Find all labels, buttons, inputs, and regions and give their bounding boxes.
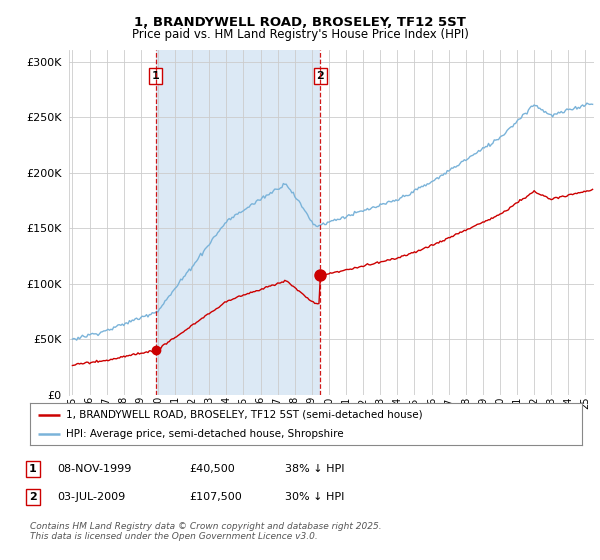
Text: 2: 2 — [317, 71, 324, 81]
Bar — [155, 50, 320, 395]
Text: 38% ↓ HPI: 38% ↓ HPI — [285, 464, 344, 474]
Text: £107,500: £107,500 — [189, 492, 242, 502]
Text: 1: 1 — [29, 464, 37, 474]
Text: 1: 1 — [152, 71, 160, 81]
Text: Price paid vs. HM Land Registry's House Price Index (HPI): Price paid vs. HM Land Registry's House … — [131, 28, 469, 41]
Text: HPI: Average price, semi-detached house, Shropshire: HPI: Average price, semi-detached house,… — [66, 429, 344, 439]
Text: Contains HM Land Registry data © Crown copyright and database right 2025.
This d: Contains HM Land Registry data © Crown c… — [30, 522, 382, 542]
Text: 08-NOV-1999: 08-NOV-1999 — [57, 464, 131, 474]
Text: 2: 2 — [29, 492, 37, 502]
Text: 1, BRANDYWELL ROAD, BROSELEY, TF12 5ST (semi-detached house): 1, BRANDYWELL ROAD, BROSELEY, TF12 5ST (… — [66, 409, 422, 419]
Text: 30% ↓ HPI: 30% ↓ HPI — [285, 492, 344, 502]
Text: 03-JUL-2009: 03-JUL-2009 — [57, 492, 125, 502]
Text: £40,500: £40,500 — [189, 464, 235, 474]
Text: 1, BRANDYWELL ROAD, BROSELEY, TF12 5ST: 1, BRANDYWELL ROAD, BROSELEY, TF12 5ST — [134, 16, 466, 29]
